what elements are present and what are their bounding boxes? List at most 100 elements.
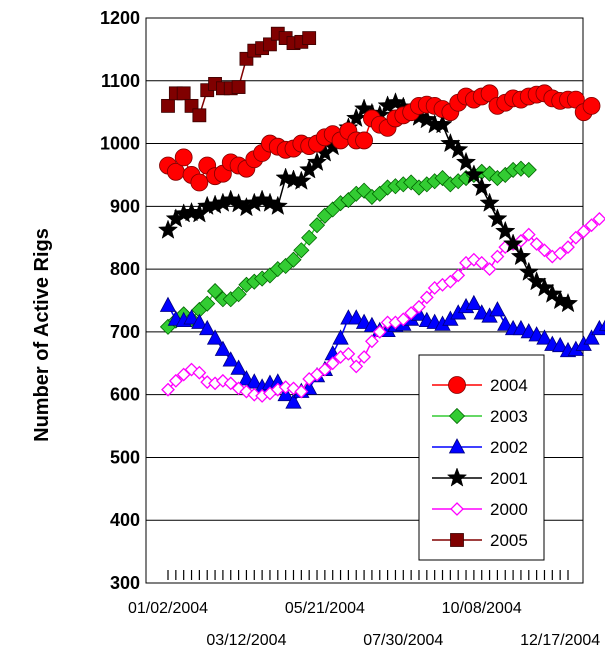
point-2000: [529, 237, 544, 251]
legend-marker: [450, 533, 464, 547]
legend-item-2003: 2003: [432, 407, 528, 426]
legend-label: 2005: [490, 531, 528, 550]
legend-marker: [448, 438, 466, 454]
point-2000: [568, 230, 583, 245]
point-2002: [363, 316, 381, 333]
point-2001: [487, 208, 508, 228]
series-2004: [159, 84, 601, 192]
point-2004: [174, 148, 193, 167]
x-tick-label: 03/12/2004: [206, 632, 286, 649]
point-2003: [520, 161, 537, 178]
point-2000: [357, 350, 371, 364]
y-tick-label: 400: [110, 510, 140, 530]
legend-marker: [448, 376, 466, 394]
legend-marker: [448, 407, 466, 425]
point-2003: [301, 229, 318, 246]
point-2002: [332, 329, 349, 345]
y-tick-label: 500: [110, 447, 140, 467]
point-2001: [291, 170, 312, 190]
point-2001: [346, 107, 367, 128]
point-2004: [355, 131, 373, 150]
point-2002: [199, 319, 216, 336]
point-2000: [474, 255, 489, 270]
point-2002: [191, 313, 208, 329]
legend-item-2004: 2004: [432, 376, 528, 395]
y-tick-label: 1200: [100, 8, 140, 28]
legend-item-2000: 2000: [432, 500, 528, 519]
point-2001: [510, 245, 532, 266]
point-2001: [463, 164, 485, 184]
legend-item-2001: 2001: [432, 467, 528, 488]
y-tick-label: 1100: [101, 71, 140, 91]
point-2000: [396, 312, 411, 327]
y-axis-ticks: 300 400 500 600 700 800 900 1000 1100 1200: [100, 8, 140, 593]
point-2005: [231, 80, 246, 94]
point-2001: [267, 195, 288, 215]
series-2005: [161, 26, 317, 123]
point-2000: [341, 346, 356, 361]
series-layer: [157, 26, 605, 409]
point-2002: [285, 393, 302, 409]
point-2000: [168, 373, 183, 388]
x-tick-label: 12/17/2004: [520, 632, 600, 649]
x-tick-label: 01/02/2004: [128, 600, 208, 617]
point-2000: [192, 365, 207, 380]
point-2000: [482, 262, 497, 277]
point-2002: [348, 309, 365, 325]
point-2000: [490, 249, 505, 264]
point-2000: [349, 359, 364, 374]
point-2002: [214, 340, 232, 356]
point-2002: [206, 329, 224, 345]
legend-item-2002: 2002: [432, 438, 528, 457]
legend-marker: [446, 467, 468, 487]
point-2003: [308, 217, 326, 234]
y-tick-label: 700: [110, 322, 140, 342]
x-tick-label: 07/30/2004: [363, 632, 443, 649]
point-2000: [592, 211, 605, 226]
point-2000: [553, 246, 568, 261]
point-2000: [584, 218, 599, 233]
point-2005: [263, 37, 277, 52]
x-tick-label: 10/08/2004: [442, 600, 522, 617]
x-tick-label: 05/21/2004: [285, 600, 365, 617]
point-2000: [521, 227, 536, 242]
plot-area: [145, 17, 584, 584]
point-2000: [443, 274, 458, 289]
point-2003: [285, 251, 302, 268]
legend-marker: [450, 502, 464, 516]
point-2002: [465, 294, 483, 311]
point-2003: [199, 295, 216, 312]
point-2002: [599, 319, 605, 331]
point-2001: [502, 233, 524, 253]
point-2000: [372, 324, 387, 339]
point-2000: [404, 306, 419, 320]
point-2000: [537, 243, 552, 258]
point-2002: [489, 301, 506, 317]
y-axis-label: Number of Active Rigs: [31, 228, 53, 442]
point-2005: [192, 108, 207, 123]
x-axis-ticks: 01/02/2004 03/12/2004 05/21/2004 07/30/2004…: [128, 570, 600, 649]
point-2001: [455, 151, 477, 172]
point-2005: [161, 98, 175, 113]
point-2002: [497, 315, 514, 331]
y-tick-label: 800: [110, 259, 140, 279]
point-2000: [161, 382, 175, 397]
point-2003: [293, 242, 310, 259]
legend: 2004 2003 2002 2001 2000 2005: [418, 354, 545, 561]
point-2001: [495, 220, 516, 241]
point-2000: [451, 268, 466, 283]
y-tick-label: 1000: [100, 134, 140, 154]
point-2000: [576, 224, 591, 239]
legend-label: 2004: [490, 376, 528, 395]
legend-box: [418, 354, 545, 561]
legend-label: 2000: [490, 500, 528, 519]
point-2000: [561, 240, 575, 255]
point-2000: [419, 290, 434, 305]
point-2001: [448, 139, 469, 159]
point-2005: [302, 31, 317, 45]
point-2001: [557, 292, 579, 313]
point-2002: [230, 359, 247, 375]
series-2000: [161, 211, 605, 403]
legend-label: 2001: [490, 469, 528, 488]
point-2003: [230, 286, 247, 303]
